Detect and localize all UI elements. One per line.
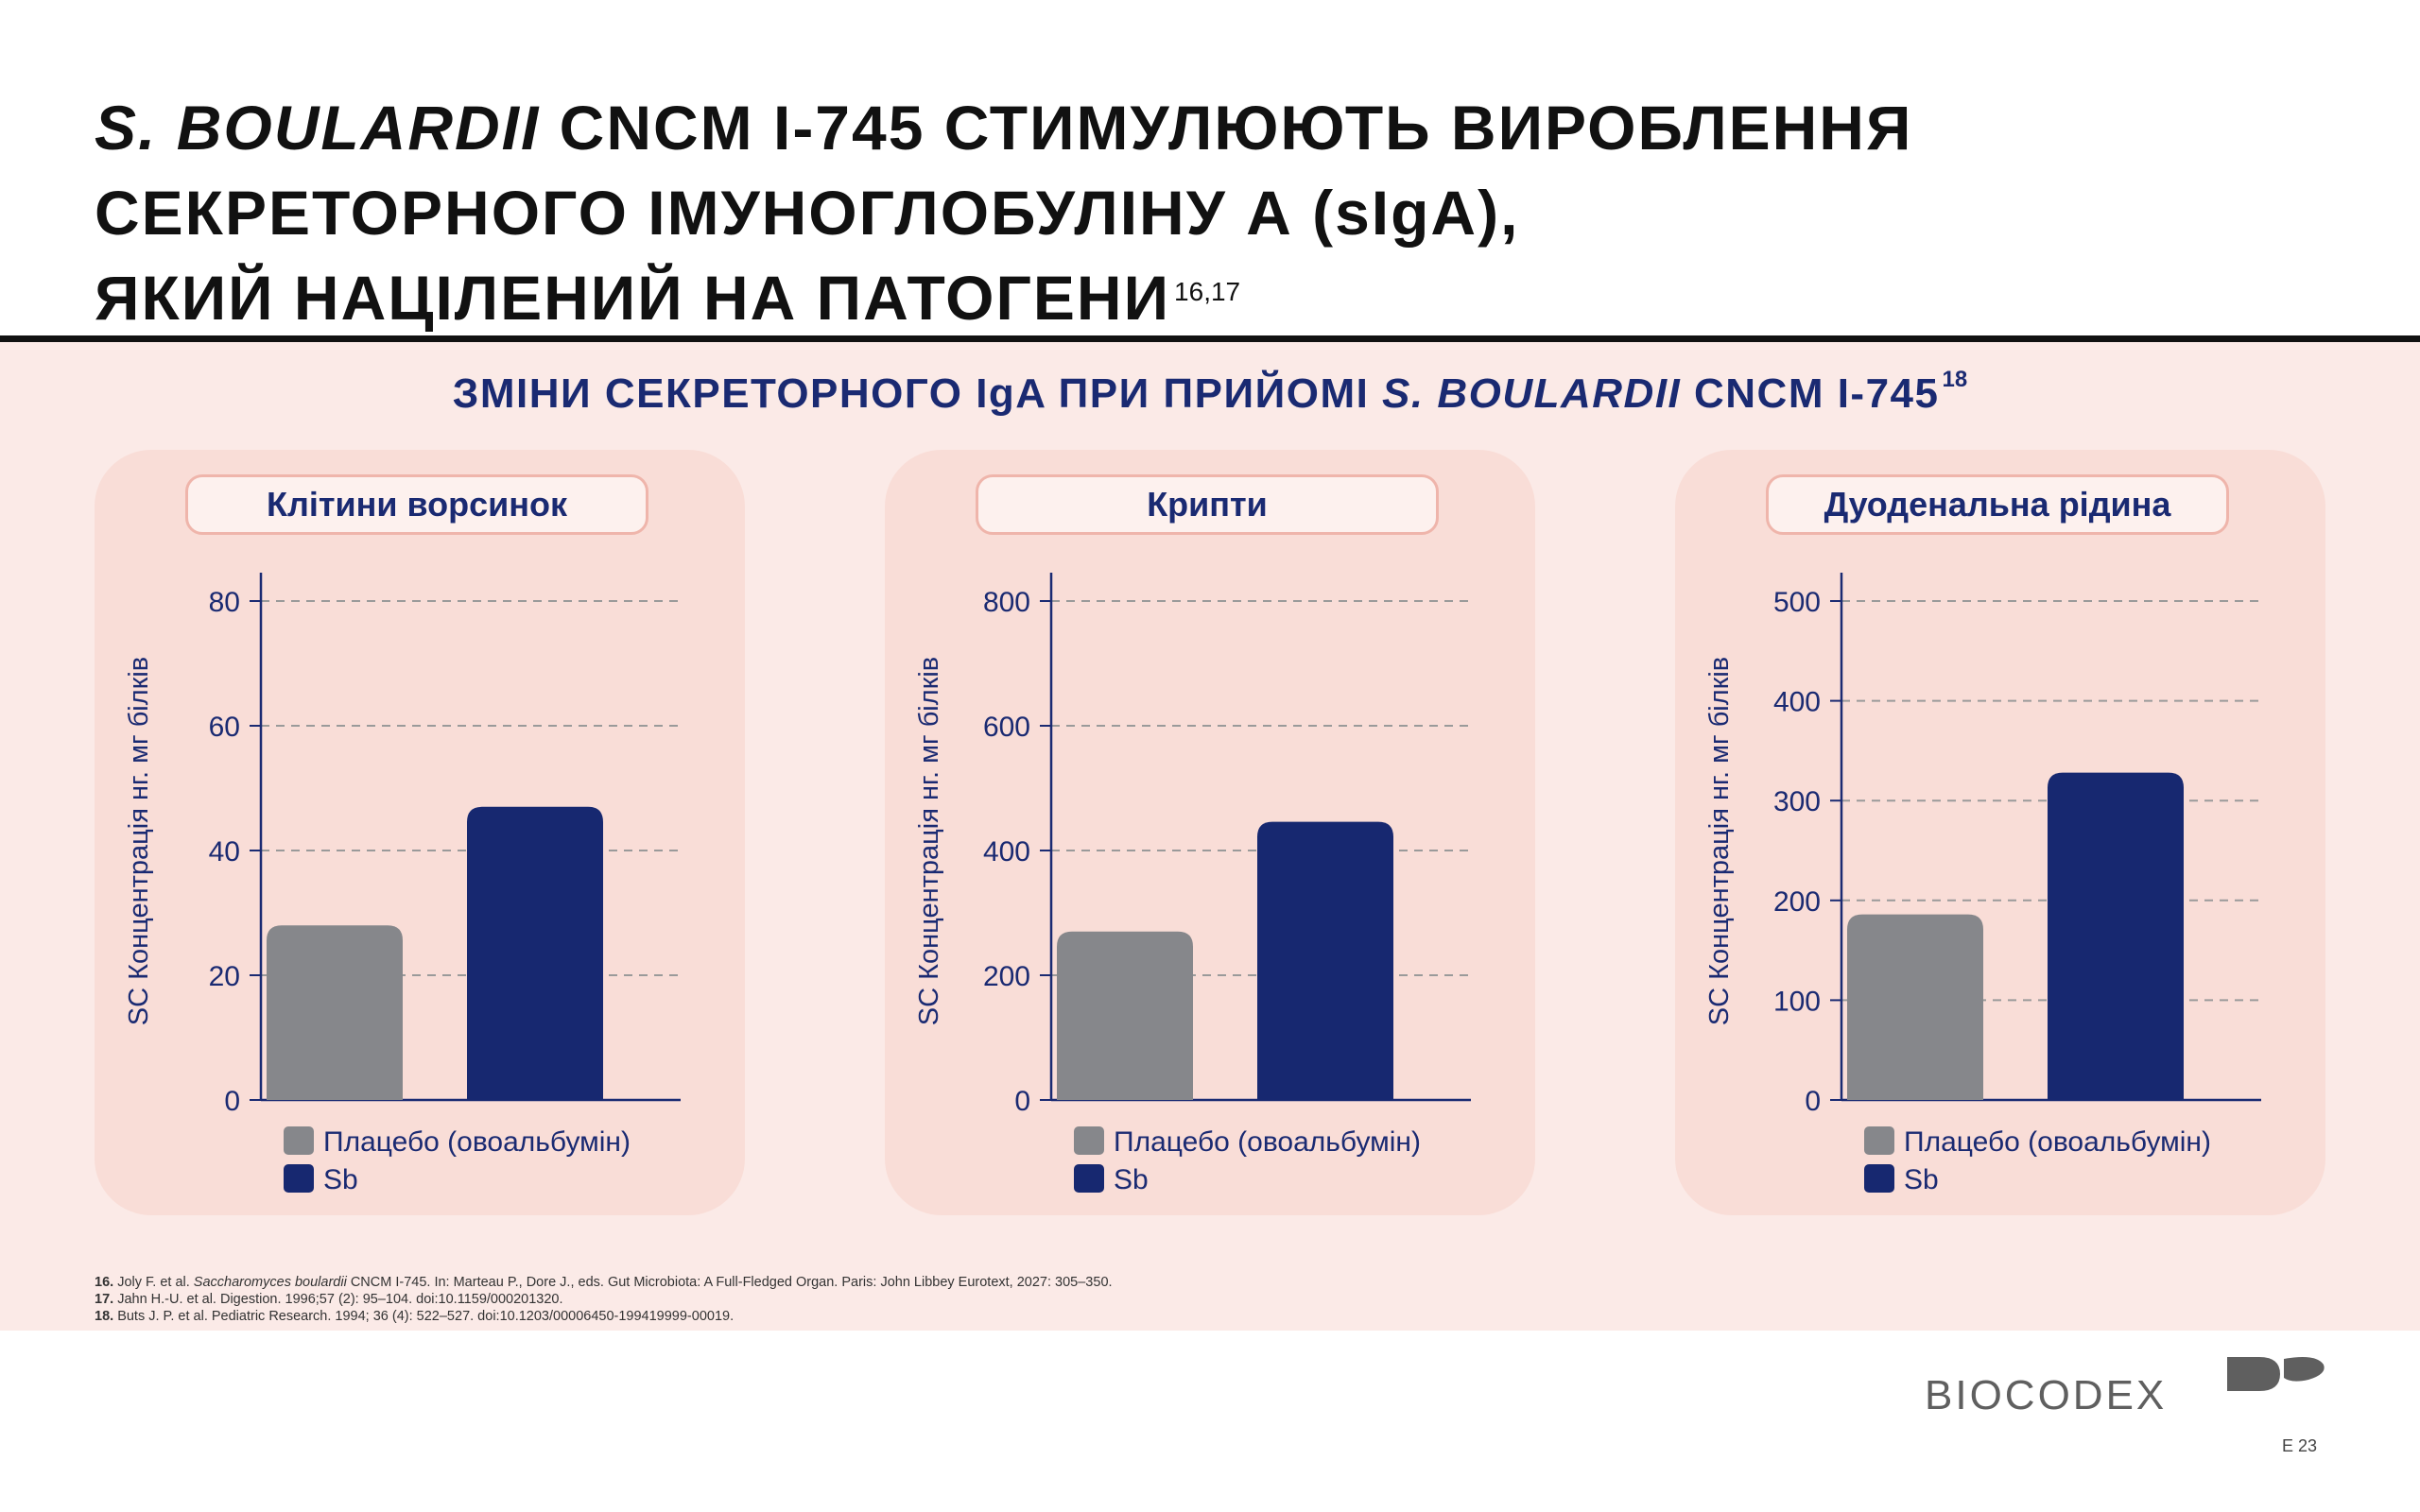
legend-swatch xyxy=(284,1126,314,1155)
legend-label: Плацебо (овоальбумін) xyxy=(323,1126,631,1158)
y-tick-label: 0 xyxy=(1805,1086,1821,1117)
subtitle-part-2: CNCM I-745 xyxy=(1681,370,1940,417)
title-divider xyxy=(0,335,2420,342)
page-code: E 23 xyxy=(2282,1436,2318,1455)
y-tick-label: 40 xyxy=(209,836,240,868)
legend-swatch xyxy=(1864,1164,1894,1193)
y-tick-label: 500 xyxy=(1773,587,1821,618)
legend-swatch xyxy=(1074,1126,1104,1155)
page-title: S. BOULARDII CNCM I-745 СТИМУЛЮЮТЬ ВИРОБ… xyxy=(95,85,2269,340)
y-tick-label: 80 xyxy=(209,587,240,618)
bar-chart-duodenal: 0 100 200 300 400 500 SC Концентрація нг. мг б… xyxy=(1704,573,2261,1195)
chart-title: Крипти xyxy=(976,474,1439,535)
footnote-number: 18. xyxy=(95,1309,114,1324)
title-line-1: S. BOULARDII CNCM I-745 СТИМУЛЮЮТЬ ВИРОБ… xyxy=(95,85,2269,170)
subtitle-part-1: ЗМІНИ СЕКРЕТОРНОГО IgA ПРИ ПРИЙОМІ xyxy=(452,370,1383,417)
y-tick-label: 200 xyxy=(983,961,1030,992)
y-tick-label: 0 xyxy=(1014,1086,1030,1117)
subtitle-superscript: 18 xyxy=(1942,367,1968,392)
footnotes: 16. Joly F. et al. Saccharomyces boulard… xyxy=(95,1274,2269,1325)
chart-panel-duodenal: Дуоденальна рідина 0 100 200 300 400 500 SC Ко… xyxy=(1675,450,2325,1215)
logo-text: BIOCODEX xyxy=(1925,1372,2168,1418)
y-axis-label: SC Концентрація нг. мг білків xyxy=(914,657,944,1025)
footnote-text: Jahn H.-U. et al. Digestion. 1996;57 (2)… xyxy=(113,1292,563,1307)
bar-placebo xyxy=(1057,931,1193,1100)
y-tick-label: 100 xyxy=(1773,986,1821,1017)
footnote-text: CNCM I-745. In: Marteau P., Dore J., eds… xyxy=(346,1275,1113,1290)
bar-chart-villi: 0 20 40 60 80 SC Концентрація нг. мг білків Пл… xyxy=(124,573,681,1195)
legend-label: Sb xyxy=(1114,1164,1149,1195)
y-axis-label: SC Концентрація нг. мг білків xyxy=(1704,657,1735,1025)
footnote-text: Joly F. et al. xyxy=(113,1275,194,1290)
bar-chart-crypts: 0 200 400 600 800 SC Концентрація нг. мг білк… xyxy=(914,573,1471,1195)
bar-sb xyxy=(2048,772,2184,1100)
legend-swatch xyxy=(1074,1164,1104,1193)
section-subtitle: ЗМІНИ СЕКРЕТОРНОГО IgA ПРИ ПРИЙОМІ S. BO… xyxy=(0,367,2420,418)
footnote-number: 17. xyxy=(95,1292,114,1307)
bar-placebo xyxy=(1847,914,1983,1100)
y-tick-label: 60 xyxy=(209,712,240,743)
chart-panel-villi: Клітини ворсинок 0 20 40 60 80 SC Концентраці… xyxy=(95,450,745,1215)
title-line-2: СЕКРЕТОРНОГО ІМУНОГЛОБУЛІНУ А (sIgA), xyxy=(95,178,1520,248)
title-superscript: 16,17 xyxy=(1174,277,1241,306)
legend-swatch xyxy=(1864,1126,1894,1155)
y-tick-label: 300 xyxy=(1773,786,1821,817)
footnote-number: 16. xyxy=(95,1275,114,1290)
chart-title: Клітини ворсинок xyxy=(185,474,648,535)
title-line-3-text: ЯКИЙ НАЦІЛЕНИЙ НА ПАТОГЕНИ xyxy=(95,263,1171,333)
legend-swatch xyxy=(284,1164,314,1193)
legend-label: Плацебо (овоальбумін) xyxy=(1904,1126,2211,1158)
bar-sb xyxy=(467,806,603,1100)
footnote-18: 18. Buts J. P. et al. Pediatric Research… xyxy=(95,1308,2269,1325)
legend-label: Sb xyxy=(323,1164,358,1195)
legend-label: Sb xyxy=(1904,1164,1939,1195)
y-axis-label: SC Концентрація нг. мг білків xyxy=(124,657,154,1025)
y-tick-label: 200 xyxy=(1773,886,1821,918)
title-line-1-rest: CNCM I-745 СТИМУЛЮЮТЬ ВИРОБЛЕННЯ xyxy=(540,93,1913,163)
y-tick-label: 600 xyxy=(983,712,1030,743)
y-tick-label: 0 xyxy=(224,1086,240,1117)
y-tick-label: 20 xyxy=(209,961,240,992)
logo-mark-icon xyxy=(2227,1357,2325,1391)
bar-sb xyxy=(1257,821,1393,1100)
bar-placebo xyxy=(267,925,403,1100)
footnote-italic: Saccharomyces boulardii xyxy=(193,1275,347,1290)
footnote-17: 17. Jahn H.-U. et al. Digestion. 1996;57… xyxy=(95,1291,2269,1308)
subtitle-italic: S. BOULARDII xyxy=(1382,370,1682,417)
y-tick-label: 400 xyxy=(1773,687,1821,718)
chart-title: Дуоденальна рідина xyxy=(1766,474,2229,535)
footnote-16: 16. Joly F. et al. Saccharomyces boulard… xyxy=(95,1274,2269,1291)
biocodex-logo: BIOCODEX xyxy=(1925,1353,2331,1418)
legend-label: Плацебо (овоальбумін) xyxy=(1114,1126,1421,1158)
title-line-3: ЯКИЙ НАЦІЛЕНИЙ НА ПАТОГЕНИ 16,17 xyxy=(95,255,2269,340)
chart-panel-crypts: Крипти 0 200 400 600 800 SC Концентрація нг. … xyxy=(885,450,1535,1215)
y-tick-label: 400 xyxy=(983,836,1030,868)
footnote-text: Buts J. P. et al. Pediatric Research. 19… xyxy=(113,1309,735,1324)
title-italic: S. BOULARDII xyxy=(95,93,541,163)
y-tick-label: 800 xyxy=(983,587,1030,618)
